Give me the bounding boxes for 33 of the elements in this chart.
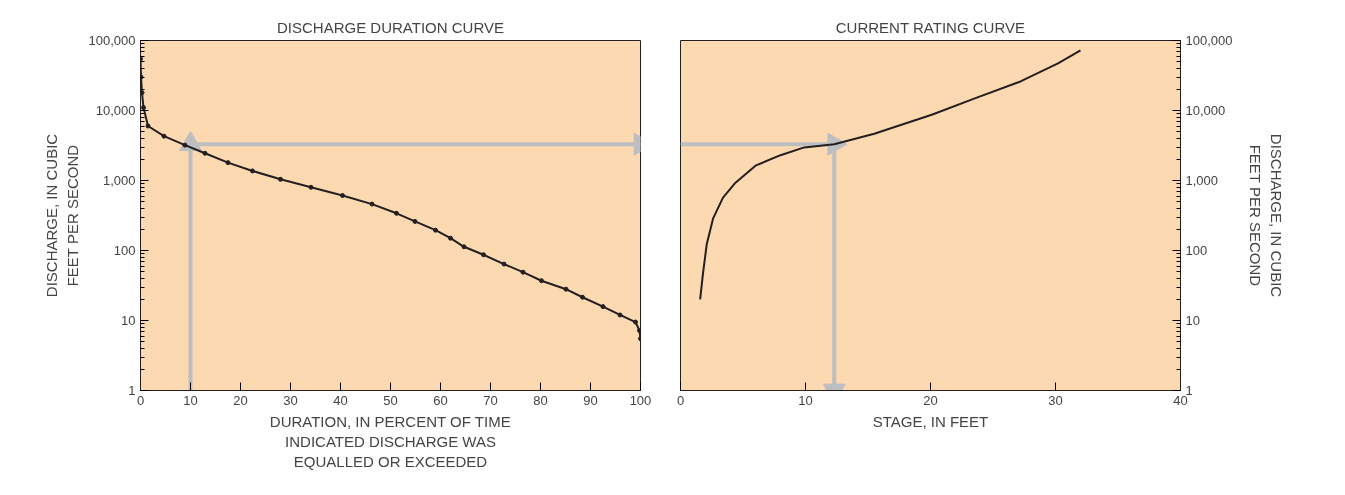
x-axis-title: DURATION, IN PERCENT OF TIME INDICATED DISCHARGE WAS EQUALLED OR EXCEEDED (269, 412, 511, 471)
y-axis-title: DISCHARGE, IN CUBIC FEET PER SECOND (43, 133, 81, 298)
y2-tick-label: 10 (1185, 313, 1200, 328)
x-tick-label: 40 (333, 392, 348, 408)
x-tick-label: 50 (383, 392, 398, 408)
y-tick-label: 1,000 (102, 173, 136, 188)
y2-tick-label: 10,000 (1185, 103, 1226, 118)
x-tick-label: 20 (233, 392, 248, 408)
y2-axis-title: DISCHARGE, IN CUBIC FEET PER SECOND (1247, 133, 1285, 298)
x-tick-label: 80 (533, 392, 548, 408)
x-tick-label: 60 (433, 392, 448, 408)
x-tick-label: 30 (1048, 392, 1063, 408)
y2-tick-label: 100 (1185, 243, 1208, 258)
y-tick-label: 1 (128, 383, 136, 398)
y-tick-label: 10 (121, 313, 136, 328)
y-tick-label: 100,000 (88, 33, 136, 48)
x-tick-label: 90 (583, 392, 598, 408)
y2-tick-label: 100,000 (1185, 33, 1233, 48)
chart-title: DISCHARGE DURATION CURVE (277, 18, 504, 36)
x-tick-label: 30 (283, 392, 298, 408)
x-tick-label: 10 (798, 392, 813, 408)
x-axis-title: STAGE, IN FEET (872, 412, 989, 430)
y-tick-label: 10,000 (95, 103, 136, 118)
x-tick-label: 20 (923, 392, 938, 408)
x-tick-label: 100 (629, 392, 652, 408)
chart-title: CURRENT RATING CURVE (835, 18, 1025, 36)
y2-tick-label: 1,000 (1185, 173, 1219, 188)
y-tick-label: 100 (113, 243, 136, 258)
x-tick-label: 70 (483, 392, 498, 408)
x-tick-label: 10 (183, 392, 198, 408)
x-tick-label: 0 (136, 392, 145, 408)
x-tick-label: 0 (676, 392, 685, 408)
x-tick-label: 40 (1173, 392, 1188, 408)
